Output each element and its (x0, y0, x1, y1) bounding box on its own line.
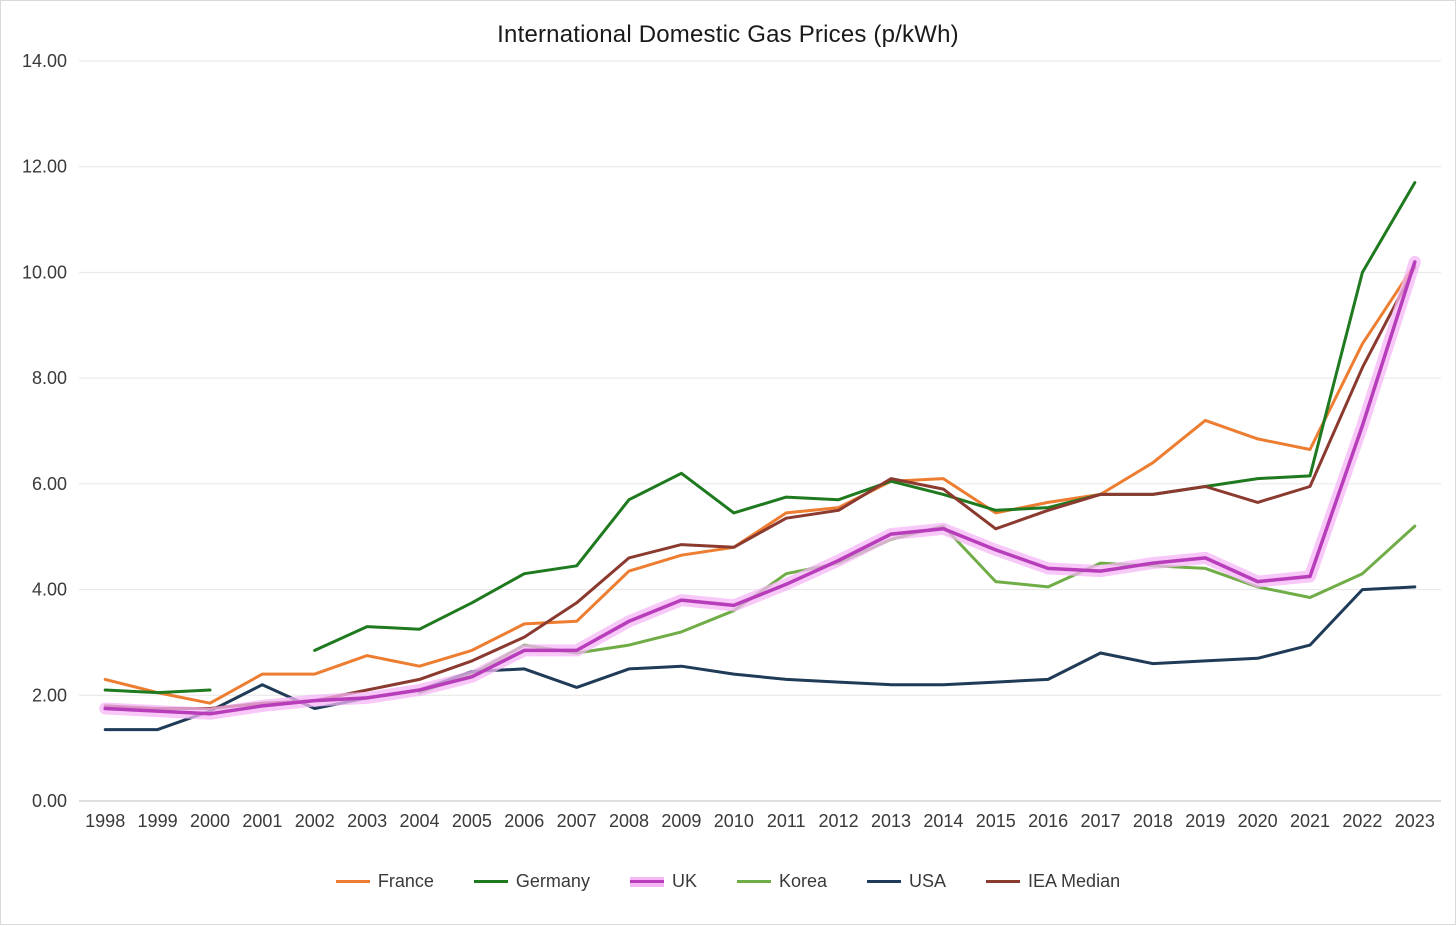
x-axis-label: 2011 (767, 811, 806, 831)
x-axis-label: 2001 (242, 811, 282, 831)
x-axis-label: 2020 (1238, 811, 1278, 831)
series-line (105, 587, 1415, 730)
x-axis-label: 2018 (1133, 811, 1173, 831)
y-axis-label: 8.00 (32, 368, 67, 388)
x-axis-label: 2021 (1290, 811, 1330, 831)
x-axis-label: 2000 (190, 811, 230, 831)
legend-item: UK (630, 871, 697, 892)
chart-legend: France Germany UK Korea USA IEA Median (1, 871, 1455, 892)
x-axis-label: 2017 (1080, 811, 1120, 831)
x-axis-label: 1998 (85, 811, 125, 831)
line-chart: 0.00 2.00 4.00 6.00 8.00 10.00 12.00 14.00 1998 1… (1, 1, 1456, 926)
legend-label: IEA Median (1028, 871, 1120, 892)
x-axis-label: 2002 (295, 811, 335, 831)
chart-container: International Domestic Gas Prices (p/kWh… (0, 0, 1456, 925)
y-axis-label: 0.00 (32, 791, 67, 811)
x-axis-label: 2004 (399, 811, 439, 831)
x-axis-label: 2005 (452, 811, 492, 831)
x-axis-label: 2019 (1185, 811, 1225, 831)
x-axis-label: 2015 (976, 811, 1016, 831)
y-axis-label: 2.00 (32, 685, 67, 705)
y-axis-label: 4.00 (32, 580, 67, 600)
x-axis-label: 2008 (609, 811, 649, 831)
legend-label: Korea (779, 871, 827, 892)
y-axis-label: 10.00 (22, 262, 67, 282)
series-glow (105, 262, 1415, 714)
x-axis-label: 2013 (871, 811, 911, 831)
x-axis-label: 2007 (557, 811, 597, 831)
legend-swatch (336, 880, 370, 883)
x-axis-label: 2009 (661, 811, 701, 831)
series-line (105, 267, 1415, 708)
y-axis-label: 6.00 (32, 474, 67, 494)
legend-swatch (474, 880, 508, 883)
legend-item: Korea (737, 871, 827, 892)
x-axis-label: 2010 (714, 811, 754, 831)
x-axis-label: 2022 (1342, 811, 1382, 831)
x-axis-label: 2003 (347, 811, 387, 831)
series-line (105, 262, 1415, 714)
legend-swatch (986, 880, 1020, 883)
legend-item: Germany (474, 871, 590, 892)
x-axis-label: 1999 (138, 811, 178, 831)
legend-item: IEA Median (986, 871, 1120, 892)
y-axis-label: 14.00 (22, 51, 67, 71)
series-line (105, 183, 1415, 693)
legend-item: USA (867, 871, 946, 892)
legend-label: UK (672, 871, 697, 892)
legend-swatch (737, 880, 771, 883)
y-axis-label: 12.00 (22, 157, 67, 177)
x-axis-label: 2016 (1028, 811, 1068, 831)
legend-label: Germany (516, 871, 590, 892)
legend-label: France (378, 871, 434, 892)
x-axis-label: 2014 (923, 811, 963, 831)
legend-swatch (630, 877, 664, 887)
legend-swatch (867, 880, 901, 883)
x-axis-label: 2012 (819, 811, 859, 831)
x-axis-label: 2023 (1395, 811, 1435, 831)
x-axis-label: 2006 (504, 811, 544, 831)
legend-label: USA (909, 871, 946, 892)
legend-item: France (336, 871, 434, 892)
